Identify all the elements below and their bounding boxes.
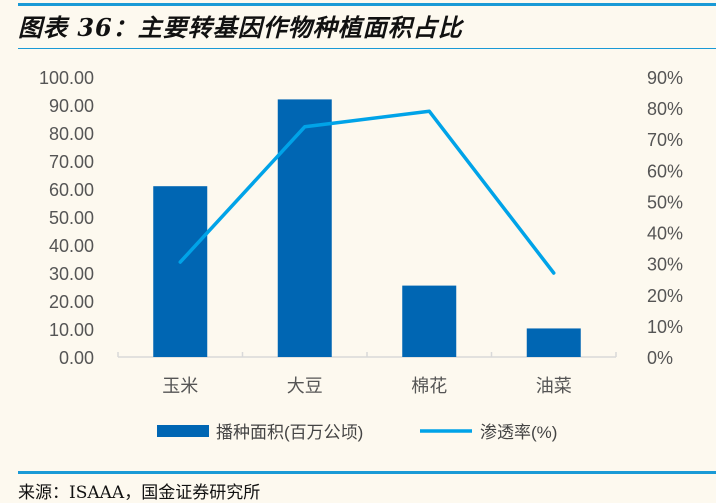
legend-bar-label: 播种面积(百万公顷) xyxy=(216,423,363,442)
left-axis-tick: 50.00 xyxy=(49,208,94,228)
right-axis-tick: 30% xyxy=(647,255,683,275)
right-axis-tick: 0% xyxy=(647,348,673,368)
left-axis-tick: 20.00 xyxy=(49,292,94,312)
bar-series xyxy=(153,99,581,358)
bar xyxy=(526,328,581,357)
bar xyxy=(277,99,332,358)
chart-title: 图表 36：主要转基因作物种植面积占比 xyxy=(18,13,463,42)
combo-chart: 0.00 10.00 20.00 30.00 40.00 50.00 60.00 70.00 8… xyxy=(39,68,683,442)
bottom-rule xyxy=(18,471,716,474)
right-axis-tick: 70% xyxy=(647,130,683,150)
left-axis-tick: 100.00 xyxy=(39,68,94,88)
left-axis-tick: 90.00 xyxy=(49,96,94,116)
left-axis-tick: 80.00 xyxy=(49,124,94,144)
left-axis-tick: 0.00 xyxy=(59,348,94,368)
legend: 播种面积(百万公顷) 渗透率(%) xyxy=(157,423,557,442)
x-axis-label: 油菜 xyxy=(536,376,572,396)
source-note: 来源：ISAAA，国金证券研究所 xyxy=(18,483,261,503)
legend-bar-swatch xyxy=(157,425,209,437)
right-axis-tick: 80% xyxy=(647,99,683,119)
right-axis: 0% 10% 20% 30% 40% 50% 60% 70% 80% 90% xyxy=(647,68,683,368)
top-rule xyxy=(18,3,716,6)
right-axis-tick: 60% xyxy=(647,161,683,181)
line-series xyxy=(178,109,556,275)
bar xyxy=(402,285,457,357)
right-axis-tick: 50% xyxy=(647,192,683,212)
right-axis-tick: 40% xyxy=(647,224,683,244)
left-axis-tick: 40.00 xyxy=(49,236,94,256)
x-axis-label: 玉米 xyxy=(162,376,198,396)
left-axis: 0.00 10.00 20.00 30.00 40.00 50.00 60.00 70.00 8… xyxy=(39,68,94,368)
left-axis-tick: 70.00 xyxy=(49,152,94,172)
title-rule xyxy=(18,48,716,49)
legend-line-label: 渗透率(%) xyxy=(480,423,557,442)
right-axis-tick: 90% xyxy=(647,68,683,88)
x-axis-ticks xyxy=(117,352,617,357)
left-axis-tick: 10.00 xyxy=(49,320,94,340)
x-axis-label: 棉花 xyxy=(411,376,447,396)
left-axis-tick: 30.00 xyxy=(49,264,94,284)
right-axis-tick: 20% xyxy=(647,286,683,306)
left-axis-tick: 60.00 xyxy=(49,180,94,200)
x-axis-label: 大豆 xyxy=(287,376,323,396)
right-axis-tick: 10% xyxy=(647,317,683,337)
x-axis-labels: 玉米 大豆 棉花 油菜 xyxy=(162,376,572,396)
bar xyxy=(153,186,208,357)
